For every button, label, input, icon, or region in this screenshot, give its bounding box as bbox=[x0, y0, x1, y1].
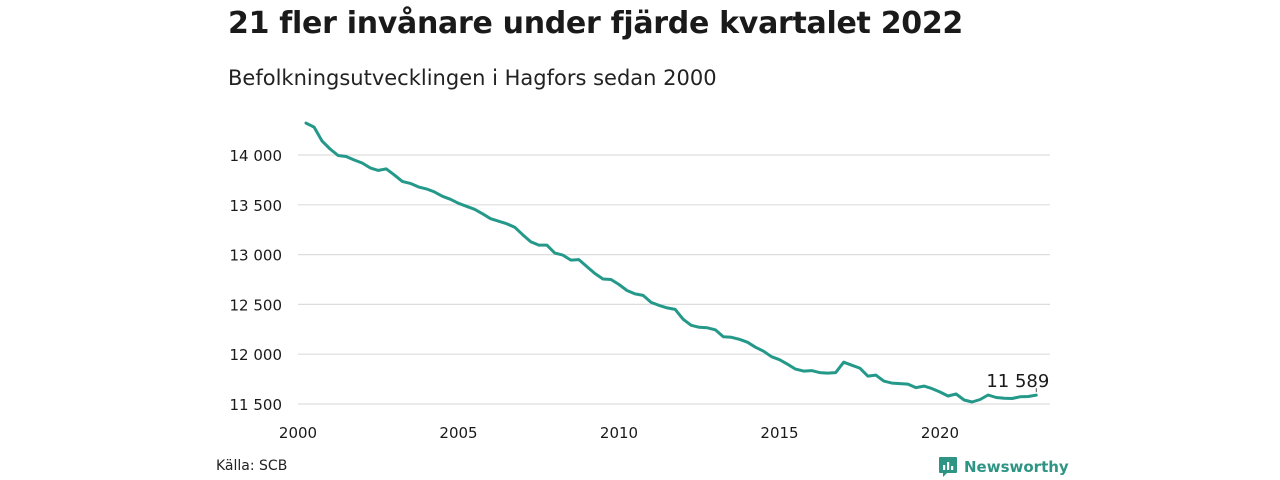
y-axis-ticks: 11 500 12 000 12 500 13 000 13 500 14 000 bbox=[230, 147, 283, 414]
x-tick-label: 2010 bbox=[600, 424, 638, 442]
data-labels: 11 589 bbox=[986, 371, 1049, 393]
chart-subtitle: Befolkningsutvecklingen i Hagfors sedan … bbox=[228, 66, 717, 90]
grid-lines bbox=[298, 154, 1050, 405]
chart-title: 21 fler invånare under fjärde kvartalet … bbox=[228, 6, 963, 41]
chart-bubble-icon bbox=[939, 457, 957, 477]
y-tick-label: 11 500 bbox=[230, 396, 283, 414]
y-tick-label: 13 000 bbox=[230, 247, 283, 265]
end-value-label: 11 589 bbox=[986, 371, 1049, 392]
source-note: Källa: SCB bbox=[216, 458, 288, 474]
y-tick-label: 12 000 bbox=[230, 346, 283, 364]
brand-logo: Newsworthy bbox=[938, 456, 1069, 478]
x-axis-ticks: 2000 2005 2010 2015 2020 bbox=[279, 424, 959, 442]
x-tick-label: 2015 bbox=[760, 424, 798, 442]
y-tick-label: 14 000 bbox=[230, 147, 283, 165]
y-tick-label: 13 500 bbox=[230, 197, 283, 215]
series-layer bbox=[304, 121, 1038, 404]
brand-name: Newsworthy bbox=[964, 458, 1069, 476]
x-tick-label: 2020 bbox=[921, 424, 959, 442]
x-tick-label: 2000 bbox=[279, 424, 317, 442]
y-tick-label: 12 500 bbox=[230, 296, 283, 314]
x-tick-label: 2005 bbox=[439, 424, 477, 442]
population-line bbox=[304, 121, 1038, 404]
